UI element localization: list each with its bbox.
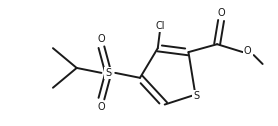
Text: O: O: [98, 102, 105, 112]
Text: S: S: [105, 68, 111, 78]
Text: O: O: [98, 34, 105, 44]
Text: Cl: Cl: [155, 21, 165, 31]
Text: S: S: [193, 91, 199, 101]
Text: O: O: [244, 46, 252, 56]
Text: O: O: [217, 8, 225, 18]
